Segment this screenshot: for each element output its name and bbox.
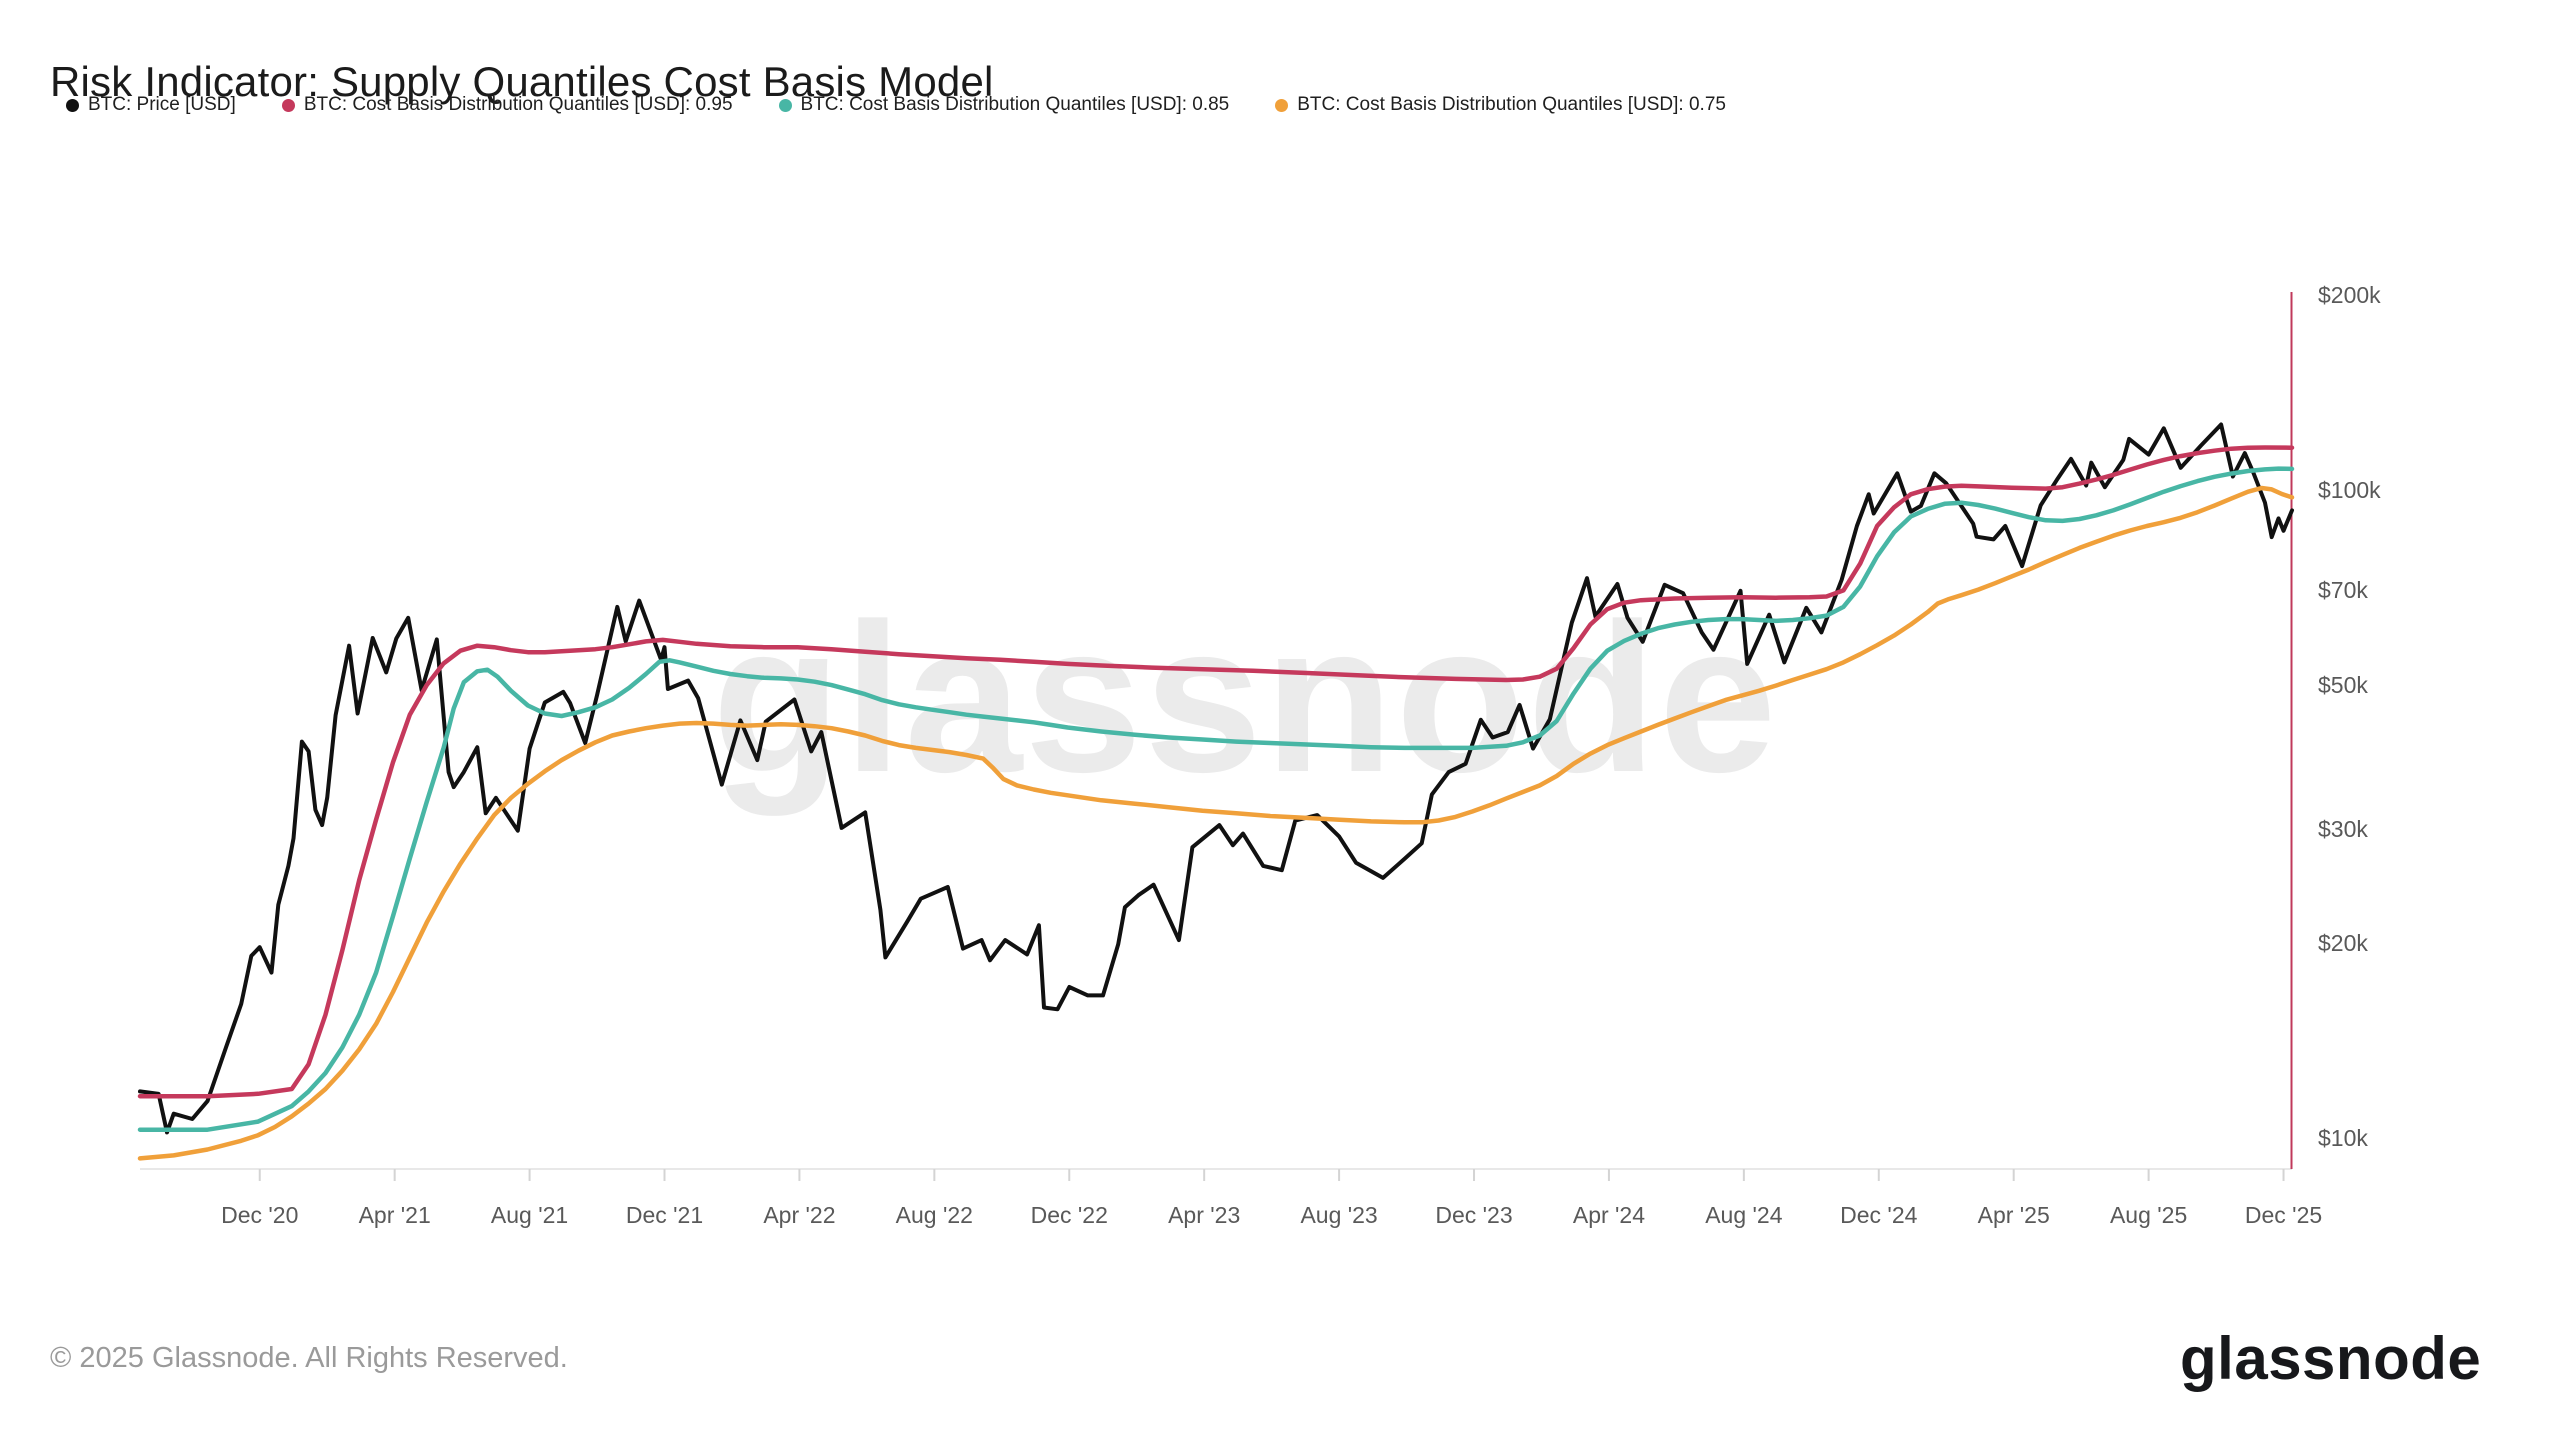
legend-item-label: BTC: Cost Basis Distribution Quantiles […: [1297, 94, 1726, 115]
glassnode-logo: glassnode: [2180, 1325, 2482, 1392]
y-axis-tick-label: $200k: [2318, 281, 2381, 308]
chart-legend: BTC: Price [USD] BTC: Cost Basis Distribu…: [66, 94, 1726, 116]
quantile-075-line: [137, 485, 2295, 1161]
x-axis-tick-label: Dec '21: [625, 1202, 704, 1228]
x-axis-tick-label: Apr '21: [358, 1202, 431, 1228]
x-axis-tick-label: Dec '25: [2244, 1202, 2323, 1228]
x-axis-tick-label: Dec '20: [221, 1202, 299, 1228]
x-axis-tick-label: Aug '22: [895, 1202, 973, 1228]
y-axis-tick-label: $100k: [2318, 477, 2381, 503]
x-axis-tick-label: Apr '23: [1168, 1202, 1241, 1228]
page-title: Risk Indicator: Supply Quantiles Cost Ba…: [50, 58, 994, 105]
x-axis-tick-label: Apr '22: [763, 1202, 836, 1228]
y-axis-tick-label: $30k: [2318, 815, 2368, 842]
glassnode-watermark: glassnode: [712, 579, 1779, 816]
x-axis-tick-label: Dec '24: [1840, 1202, 1918, 1228]
y-axis-tick-label: $10k: [2318, 1125, 2368, 1151]
copyright-text: © 2025 Glassnode. All Rights Reserved.: [50, 1342, 568, 1374]
legend-item-quantile-075[interactable]: BTC: Cost Basis Distribution Quantiles […: [1275, 94, 1726, 116]
x-axis-tick-label: Dec '23: [1435, 1202, 1513, 1228]
legend-item-label: BTC: Cost Basis Distribution Quantiles […: [800, 94, 1230, 115]
legend-item-quantile-085[interactable]: BTC: Cost Basis Distribution Quantiles […: [778, 94, 1230, 116]
x-axis-tick-label: Apr '25: [1977, 1202, 2050, 1228]
legend-dot-icon: [778, 98, 792, 112]
y-axis-tick-label: $70k: [2318, 577, 2368, 604]
x-axis-tick-label: Dec '22: [1030, 1202, 1108, 1228]
x-axis-tick-label: Apr '24: [1572, 1202, 1646, 1228]
x-axis-tick-label: Aug '21: [490, 1202, 569, 1228]
legend-item-price[interactable]: BTC: Price [USD]: [66, 94, 236, 116]
legend-item-label: BTC: Cost Basis Distribution Quantiles […: [303, 94, 733, 115]
legend-item-label: BTC: Price [USD]: [88, 94, 236, 115]
x-axis-tick-label: Aug '25: [2109, 1202, 2188, 1228]
quantile-095-line: [137, 445, 2295, 1099]
x-axis-tick-label: Aug '23: [1300, 1202, 1378, 1228]
y-axis-tick-label: $20k: [2318, 929, 2368, 956]
quantile-085-line: [137, 466, 2295, 1132]
y-axis-tick-label: $50k: [2318, 672, 2368, 699]
legend-item-quantile-095[interactable]: BTC: Cost Basis Distribution Quantiles […: [281, 94, 733, 116]
legend-dot-icon: [1275, 98, 1289, 112]
x-axis-tick-label: Aug '24: [1705, 1202, 1783, 1228]
legend-dot-icon: [66, 98, 79, 112]
price-line: [138, 422, 2294, 1135]
legend-dot-icon: [281, 98, 295, 112]
